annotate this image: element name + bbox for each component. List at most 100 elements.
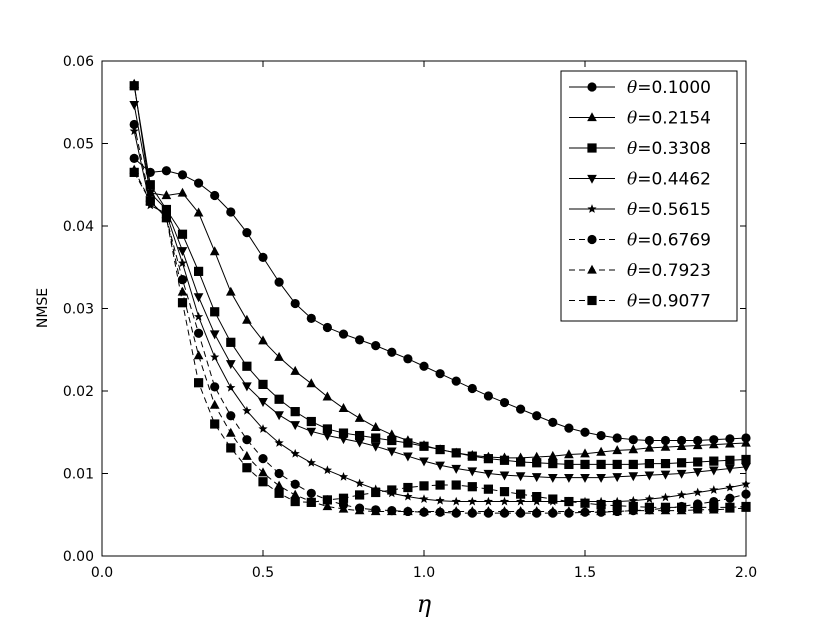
data-point: [129, 101, 140, 111]
data-point: [676, 440, 687, 450]
y-tick-label: 0.06: [63, 54, 94, 70]
data-point: [564, 459, 574, 470]
data-point: [290, 365, 301, 375]
data-point: [483, 496, 493, 506]
data-point: [644, 471, 655, 481]
data-point: [612, 459, 622, 470]
data-point: [596, 459, 606, 470]
data-point: [129, 126, 139, 136]
data-point: [242, 228, 252, 238]
data-point: [708, 439, 719, 449]
data-point: [435, 506, 445, 516]
data-point: [660, 492, 671, 502]
data-point: [177, 187, 188, 197]
ticks-layer: 0.0 0.5 1.0 1.5 2.0 0.00 0.01 0.02 0.03 0.04 0.05 0…: [63, 54, 757, 581]
data-point: [692, 440, 703, 450]
x-tick-label: 0.0: [91, 565, 113, 581]
data-point: [258, 477, 268, 487]
data-point: [564, 506, 574, 516]
data-point: [306, 313, 316, 323]
x-tick-label: 2.0: [735, 565, 757, 581]
data-point: [274, 480, 284, 490]
data-point: [370, 422, 381, 431]
data-point: [660, 441, 671, 451]
data-point: [693, 502, 703, 512]
data-point: [193, 293, 204, 303]
data-point: [322, 322, 332, 333]
data-point: [322, 431, 333, 441]
x-tick-label: 0.5: [252, 565, 274, 581]
data-point: [274, 468, 284, 479]
legend-label: θ=0.4462: [627, 170, 711, 190]
legend-marker: [587, 112, 597, 122]
y-tick-label: 0.03: [63, 302, 94, 318]
data-point: [193, 207, 204, 217]
data-point: [435, 369, 445, 379]
data-point: [580, 427, 590, 437]
data-point: [274, 438, 284, 447]
data-point: [225, 427, 236, 437]
data-point: [725, 438, 735, 448]
data-point: [306, 457, 316, 467]
data-point: [451, 448, 461, 458]
data-point: [290, 421, 301, 431]
data-point: [725, 455, 735, 465]
data-point: [516, 496, 526, 506]
data-point: [628, 495, 638, 505]
data-point: [177, 170, 188, 180]
data-point: [725, 502, 735, 512]
data-point: [129, 153, 139, 163]
data-point: [161, 166, 171, 176]
data-point: [226, 411, 236, 421]
data-point: [677, 490, 687, 499]
data-point: [387, 435, 397, 446]
legend: θ=0.1000 θ=0.2154 θ=0.3308 θ=0.4462 θ=0.5615…: [560, 70, 738, 322]
data-point: [677, 502, 687, 512]
data-point: [515, 472, 526, 482]
data-point: [435, 480, 445, 490]
data-point: [371, 341, 381, 351]
legend-label: θ=0.9077: [627, 292, 711, 312]
data-point: [693, 487, 703, 497]
data-point: [242, 435, 252, 445]
data-point: [210, 352, 220, 362]
data-point: [129, 81, 139, 91]
data-point: [628, 444, 639, 454]
data-point: [483, 454, 493, 464]
data-point: [467, 506, 478, 516]
data-point: [322, 391, 333, 401]
legend-marker: [587, 143, 597, 153]
data-point: [290, 407, 300, 417]
data-point: [499, 397, 510, 408]
legend-item: θ=0.5615: [569, 200, 711, 220]
data-point: [177, 258, 188, 268]
y-tick-label: 0.00: [63, 549, 94, 565]
x-axis-label: η: [417, 590, 432, 618]
data-point: [516, 457, 526, 467]
data-point: [177, 247, 188, 257]
data-point: [226, 382, 236, 392]
data-point: [209, 399, 220, 409]
data-point: [322, 495, 332, 505]
data-point: [612, 473, 623, 483]
data-point: [145, 180, 155, 190]
data-point: [419, 361, 429, 371]
data-point: [226, 337, 236, 347]
data-point: [531, 473, 542, 483]
data-point: [531, 506, 542, 516]
data-point: [354, 412, 365, 422]
legend-marker: [587, 174, 597, 184]
data-point: [258, 379, 268, 389]
data-point: [483, 484, 493, 494]
data-point: [210, 307, 220, 317]
data-point: [355, 335, 365, 345]
data-point: [709, 502, 719, 512]
data-point: [467, 451, 477, 461]
data-point: [194, 378, 204, 388]
data-point: [612, 501, 622, 511]
data-point: [177, 298, 188, 308]
y-axis-label: NMSE: [35, 288, 51, 328]
data-point: [290, 489, 301, 499]
data-point: [322, 501, 333, 511]
data-point: [467, 383, 477, 394]
